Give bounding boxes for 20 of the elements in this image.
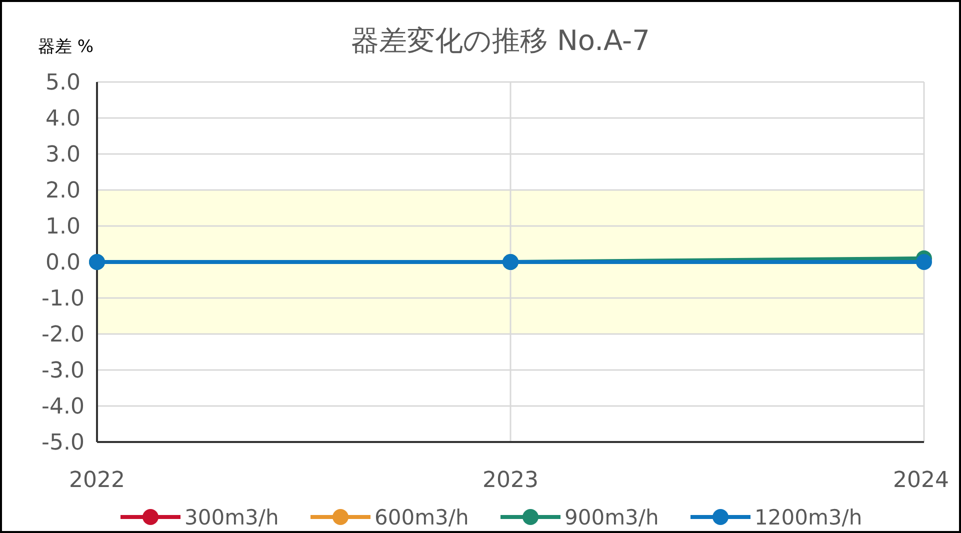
x-tick-label: 2022 (69, 468, 125, 493)
x-tick-label: 2024 (893, 468, 949, 493)
x-tick-label: 2023 (482, 468, 538, 493)
y-tick-label: 3.0 (46, 142, 80, 168)
y-tick-label: 2.0 (46, 178, 80, 204)
y-tick-label: 4.0 (46, 106, 80, 132)
legend-label: 300m3/h (184, 505, 279, 530)
y-tick-label: 0.0 (46, 250, 80, 276)
legend-label: 600m3/h (374, 505, 469, 530)
chart-title: 器差変化の推移 No.A-7 (351, 24, 650, 57)
y-tick-label: -2.0 (42, 322, 84, 348)
y-tick-label: 5.0 (46, 70, 80, 96)
y-axis-title: 器差 % (38, 37, 94, 57)
legend-label: 900m3/h (564, 505, 659, 530)
y-tick-label: -5.0 (42, 430, 84, 456)
legend-label: 1200m3/h (754, 505, 862, 530)
y-tick-label: -4.0 (42, 394, 84, 420)
y-tick-label: -1.0 (42, 286, 84, 312)
y-tick-label: -3.0 (42, 358, 84, 384)
y-tick-label: 1.0 (46, 214, 80, 240)
